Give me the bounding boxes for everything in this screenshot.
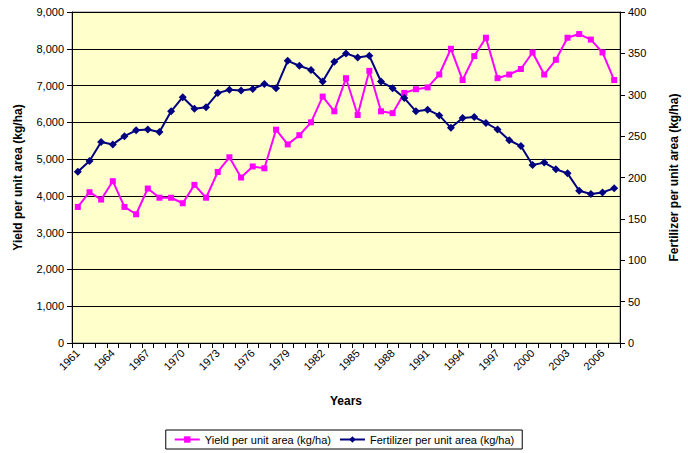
svg-text:6,000: 6,000 [36,116,64,128]
svg-text:2003: 2003 [546,347,572,373]
svg-text:Yield per unit area (kg/ha): Yield per unit area (kg/ha) [11,104,25,250]
svg-text:300: 300 [628,89,646,101]
svg-text:Fertilizer per unit area (kg/h: Fertilizer per unit area (kg/ha) [370,434,514,446]
svg-text:1985: 1985 [336,347,362,373]
svg-text:3,000: 3,000 [36,227,64,239]
svg-text:1982: 1982 [301,347,327,373]
svg-text:8,000: 8,000 [36,43,64,55]
svg-text:1967: 1967 [126,347,152,373]
svg-text:100: 100 [628,254,646,266]
svg-text:0: 0 [628,337,634,349]
svg-text:Fertilizer per unit area (kg/h: Fertilizer per unit area (kg/ha) [667,93,681,261]
svg-text:1997: 1997 [476,347,502,373]
svg-text:2000: 2000 [511,347,537,373]
svg-text:Years: Years [330,394,362,408]
svg-text:2006: 2006 [581,347,607,373]
svg-text:5,000: 5,000 [36,153,64,165]
svg-text:1976: 1976 [231,347,257,373]
svg-text:1970: 1970 [161,347,187,373]
svg-text:1991: 1991 [406,347,432,373]
svg-text:250: 250 [628,130,646,142]
svg-text:1964: 1964 [91,347,117,373]
svg-text:1979: 1979 [266,347,292,373]
svg-text:4,000: 4,000 [36,190,64,202]
svg-text:50: 50 [628,296,640,308]
svg-text:1973: 1973 [196,347,222,373]
svg-text:150: 150 [628,213,646,225]
svg-text:200: 200 [628,172,646,184]
svg-text:Yield per unit area (kg/ha): Yield per unit area (kg/ha) [205,434,331,446]
svg-text:7,000: 7,000 [36,80,64,92]
svg-text:0: 0 [58,337,64,349]
svg-text:1994: 1994 [441,347,467,373]
svg-text:9,000: 9,000 [36,6,64,18]
svg-text:1,000: 1,000 [36,300,64,312]
svg-text:400: 400 [628,6,646,18]
svg-text:350: 350 [628,47,646,59]
svg-text:1988: 1988 [371,347,397,373]
svg-text:2,000: 2,000 [36,263,64,275]
svg-text:1961: 1961 [56,347,82,373]
